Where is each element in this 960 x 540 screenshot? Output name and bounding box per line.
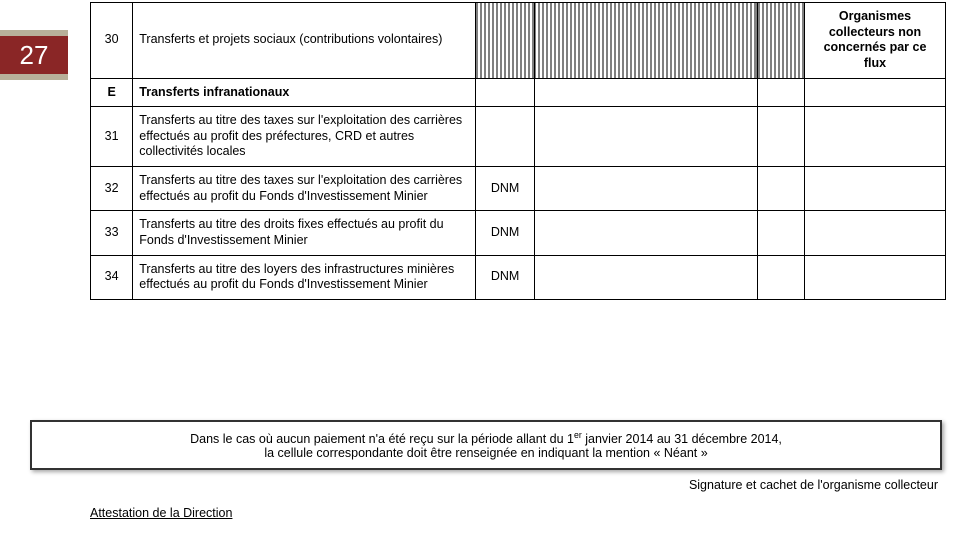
row-number: 32: [91, 167, 133, 211]
cell-empty: [476, 78, 535, 107]
row-desc: Transferts infranationaux: [133, 78, 476, 107]
row-value: DNM: [476, 167, 535, 211]
cell-empty: [476, 107, 535, 167]
cell-empty: [534, 107, 757, 167]
cell-empty: [805, 78, 946, 107]
page-number-badge: 27: [0, 30, 68, 80]
cell-empty: [805, 107, 946, 167]
row-note: Organismes collecteurs non concernés par…: [805, 3, 946, 79]
cell-empty: [805, 255, 946, 299]
attestation-label: Attestation de la Direction: [90, 506, 232, 520]
row-value: DNM: [476, 211, 535, 255]
cell-hatched: [534, 3, 757, 79]
slide: 27 30 Transferts et projets sociaux (con…: [0, 0, 960, 540]
row-number: E: [91, 78, 133, 107]
transfers-table: 30 Transferts et projets sociaux (contri…: [90, 2, 946, 300]
row-number: 33: [91, 211, 133, 255]
cell-empty: [758, 211, 805, 255]
cell-empty: [758, 78, 805, 107]
row-number: 31: [91, 107, 133, 167]
row-desc: Transferts au titre des loyers des infra…: [133, 255, 476, 299]
cell-empty: [805, 211, 946, 255]
cell-empty: [758, 255, 805, 299]
cell-empty: [805, 167, 946, 211]
cell-hatched: [476, 3, 535, 79]
footnote-box: Dans le cas où aucun paiement n'a été re…: [30, 420, 942, 470]
cell-empty: [534, 255, 757, 299]
row-value: DNM: [476, 255, 535, 299]
cell-empty: [534, 211, 757, 255]
row-desc: Transferts au titre des taxes sur l'expl…: [133, 107, 476, 167]
row-number: 34: [91, 255, 133, 299]
cell-empty: [534, 167, 757, 211]
page-number: 27: [20, 40, 49, 71]
row-number: 30: [91, 3, 133, 79]
cell-empty: [758, 167, 805, 211]
table-row: E Transferts infranationaux: [91, 78, 946, 107]
table-row: 31 Transferts au titre des taxes sur l'e…: [91, 107, 946, 167]
row-desc: Transferts au titre des taxes sur l'expl…: [133, 167, 476, 211]
table-row: 32 Transferts au titre des taxes sur l'e…: [91, 167, 946, 211]
footnote-text: Dans le cas où aucun paiement n'a été re…: [190, 432, 782, 460]
cell-empty: [758, 107, 805, 167]
table-row: 34 Transferts au titre des loyers des in…: [91, 255, 946, 299]
row-desc: Transferts au titre des droits fixes eff…: [133, 211, 476, 255]
row-desc: Transferts et projets sociaux (contribut…: [133, 3, 476, 79]
cell-hatched: [758, 3, 805, 79]
signature-line: Signature et cachet de l'organisme colle…: [689, 478, 938, 492]
table-row: 30 Transferts et projets sociaux (contri…: [91, 3, 946, 79]
table-wrapper: 30 Transferts et projets sociaux (contri…: [90, 2, 946, 300]
table-row: 33 Transferts au titre des droits fixes …: [91, 211, 946, 255]
cell-empty: [534, 78, 757, 107]
